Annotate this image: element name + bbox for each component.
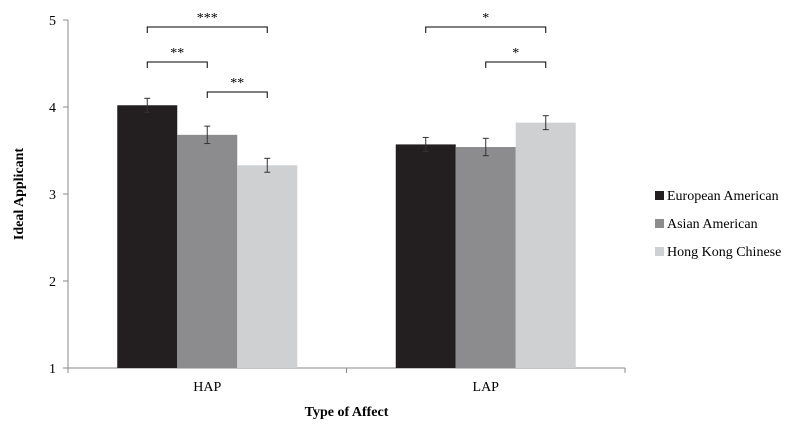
y-tick-label: 3	[49, 188, 56, 203]
bar	[455, 147, 516, 368]
y-tick-label: 4	[49, 101, 56, 116]
bars	[117, 105, 576, 368]
legend-swatch	[655, 247, 664, 256]
significance-label: ***	[197, 11, 218, 26]
significance-label: *	[482, 11, 489, 26]
y-axis-title: Ideal Applicant	[12, 148, 27, 241]
category-labels: HAP LAP	[193, 380, 499, 395]
significance-label: *	[512, 46, 519, 61]
bar	[515, 122, 576, 368]
x-category-label: HAP	[193, 380, 221, 395]
significance-bracket	[206, 91, 268, 98]
legend: European American Asian American Hong Kong…	[655, 189, 781, 260]
bar	[177, 134, 238, 368]
bar	[117, 105, 178, 368]
significance-bracket	[146, 26, 268, 33]
legend-label: Hong Kong Chinese	[667, 245, 781, 260]
error-bars	[144, 97, 549, 173]
legend-swatch	[655, 191, 664, 200]
x-axis-title: Type of Affect	[305, 405, 389, 420]
x-category-label: LAP	[473, 380, 500, 395]
significance-bracket	[146, 61, 208, 68]
y-axis-ticks: 1 2 3 4 5	[49, 14, 626, 377]
legend-swatch	[655, 219, 664, 228]
significance-label: **	[230, 76, 244, 91]
significance-brackets: *********	[146, 11, 547, 98]
legend-label: European American	[667, 189, 779, 204]
y-tick-label: 1	[49, 362, 56, 377]
significance-bracket	[485, 61, 547, 68]
y-tick-label: 2	[49, 275, 56, 290]
y-tick-label: 5	[49, 14, 56, 29]
bar	[237, 165, 298, 368]
bar	[395, 144, 456, 368]
significance-label: **	[170, 46, 184, 61]
significance-bracket	[425, 26, 547, 33]
legend-label: Asian American	[667, 217, 758, 232]
